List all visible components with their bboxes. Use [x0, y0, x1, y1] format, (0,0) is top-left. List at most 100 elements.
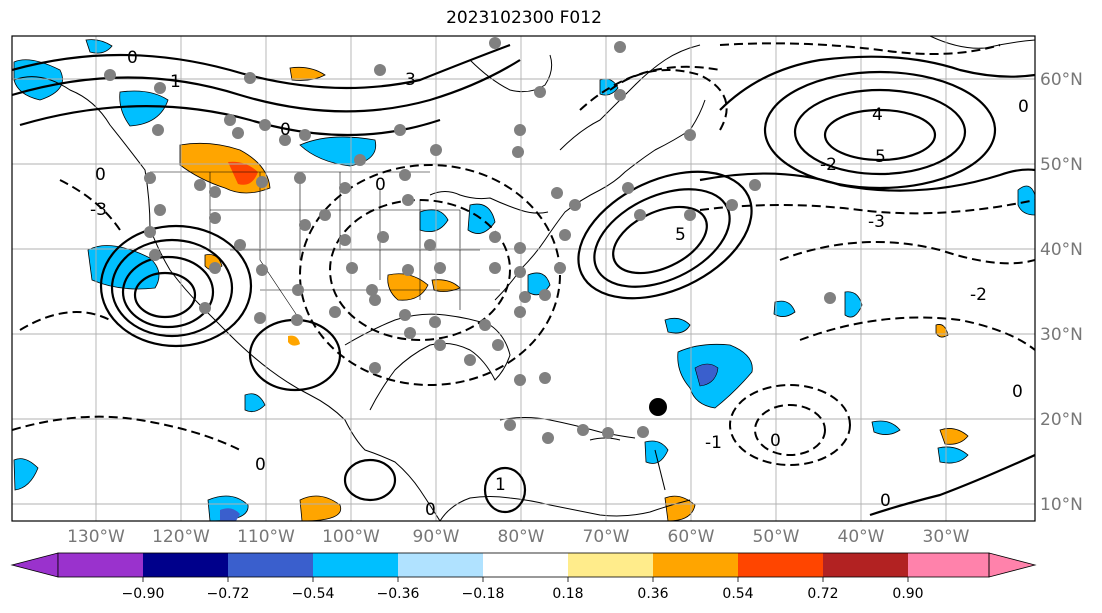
contour-high-east: [793, 88, 967, 176]
contour-low-south: [19, 311, 111, 331]
lon-label: 40°W: [838, 527, 885, 547]
colorbar-tick-label: −0.36: [377, 586, 420, 602]
contour-label: 0: [95, 165, 106, 185]
colorbar-segment: [568, 553, 653, 577]
great-lakes: [429, 191, 549, 214]
lon-label: 130°W: [67, 527, 125, 547]
shade-blue-area: [467, 203, 496, 234]
contour-label: 5: [875, 147, 886, 167]
shade-red-area: [228, 161, 258, 185]
shade-blue-area: [773, 300, 796, 317]
lat-label: 20°N: [1040, 410, 1083, 430]
contour-high-atlantic: [612, 205, 708, 275]
shade-blue-area: [1017, 185, 1035, 216]
colorbar: −0.90 −0.72 −0.54 −0.36 −0.18 0.18 0.36 …: [10, 552, 1037, 602]
cuba: [499, 417, 636, 439]
colorbar-tick-label: −0.18: [462, 586, 505, 602]
colorbar-extend-high: [988, 552, 1037, 578]
gridlines: [12, 36, 1035, 521]
contour-label: 0: [425, 500, 436, 520]
contour-southeast: [869, 453, 1035, 517]
contour-low-atlantic: [754, 404, 826, 456]
black-marker: [649, 398, 667, 416]
shade-orange-area: [939, 428, 969, 445]
shade-orange-area: [289, 66, 326, 81]
colorbar-segment: [58, 553, 143, 577]
contour-label: 0: [280, 120, 291, 140]
contour-labels: 0 1 3 4 5 -3 0 5 0 -3 0 0 0 0 0 1 0 0 -1…: [90, 48, 1029, 520]
map-background: [12, 36, 1035, 521]
north-america-coast: [13, 76, 441, 521]
shade-blue-area: [664, 317, 691, 334]
colorbar-segment: [653, 553, 738, 577]
contour-north-band: [12, 43, 511, 90]
contour-label: 0: [880, 491, 891, 511]
contour-label: 0: [375, 175, 386, 195]
contour-high-east: [823, 108, 937, 162]
colorbar-segment: [228, 553, 313, 577]
lon-label: 70°W: [583, 527, 630, 547]
atlantic-coast: [494, 99, 706, 301]
lon-label: 110°W: [237, 527, 295, 547]
contour-label: 0: [127, 48, 138, 68]
contour-east-band: [699, 168, 1035, 192]
colorbar-segment: [398, 553, 483, 577]
contour-low-atlantic: [729, 384, 851, 466]
contour-label: 4: [872, 105, 883, 125]
contour-low-east: [699, 199, 1035, 215]
shade-blue-area: [244, 393, 266, 413]
map-frame: [11, 35, 1036, 522]
contour-high-west: [110, 238, 234, 338]
lon-label: 120°W: [152, 527, 210, 547]
shade-blue-area: [13, 458, 39, 491]
lat-label: 10°N: [1040, 495, 1083, 515]
shaded-anomaly-layer: [13, 39, 1035, 521]
canada-coast: [559, 44, 701, 151]
contour-north-band: [19, 105, 441, 137]
contour-low-central: [299, 164, 561, 386]
shade-orange-area: [299, 495, 342, 521]
lat-label: 50°N: [1040, 155, 1083, 175]
contour-label: -1: [705, 433, 722, 453]
colorbar-tick-label: 0.72: [807, 586, 838, 602]
contour-low-south: [12, 415, 241, 451]
contour-label: 5: [675, 225, 686, 245]
contour-label: -3: [868, 212, 885, 232]
colorbar-tick-label: 0.54: [722, 586, 753, 602]
colorbar-segment: [313, 553, 398, 577]
contour-high-west: [99, 224, 253, 348]
shade-blue-area: [644, 440, 669, 464]
contour-high-atlantic: [577, 170, 753, 300]
lon-label: 30°W: [923, 527, 970, 547]
colorbar-tick-label: 0.36: [637, 586, 668, 602]
lon-label: 80°W: [498, 527, 545, 547]
lon-label: 90°W: [413, 527, 460, 547]
lon-label: 50°W: [753, 527, 800, 547]
lat-label: 60°N: [1040, 70, 1083, 90]
south-america-coast: [439, 496, 691, 521]
contour-label: -2: [970, 285, 987, 305]
contour-low-north: [719, 42, 1001, 55]
shade-purple-area: [694, 363, 719, 387]
contour-high-west: [121, 255, 215, 329]
lat-label: 30°N: [1040, 325, 1083, 345]
contour-label: 0: [255, 455, 266, 475]
colorbar-tick-label: −0.72: [207, 586, 250, 602]
colorbar-tick-label: 0.18: [552, 586, 583, 602]
contour-east-band: [719, 55, 1035, 111]
gulf-coast: [344, 313, 511, 411]
contour-low-central: [329, 199, 511, 341]
colorbar-segment: [143, 553, 228, 577]
shade-blue-area: [85, 39, 113, 54]
contour-label: 1: [170, 72, 181, 92]
contour-label: 3: [405, 70, 416, 90]
contour-label: 0: [770, 431, 781, 451]
colorbar-tick-label: −0.54: [292, 586, 335, 602]
colorbar-segment: [738, 553, 823, 577]
latitude-axis: 60°N 50°N 40°N 30°N 20°N 10°N: [1040, 70, 1083, 515]
colorbar-extend-low: [10, 552, 59, 578]
gray-marker-layer: [104, 37, 836, 444]
colorbar-tick-label: −0.90: [122, 586, 165, 602]
contour-label: -3: [90, 200, 107, 220]
contour-low-canada: [579, 65, 721, 111]
